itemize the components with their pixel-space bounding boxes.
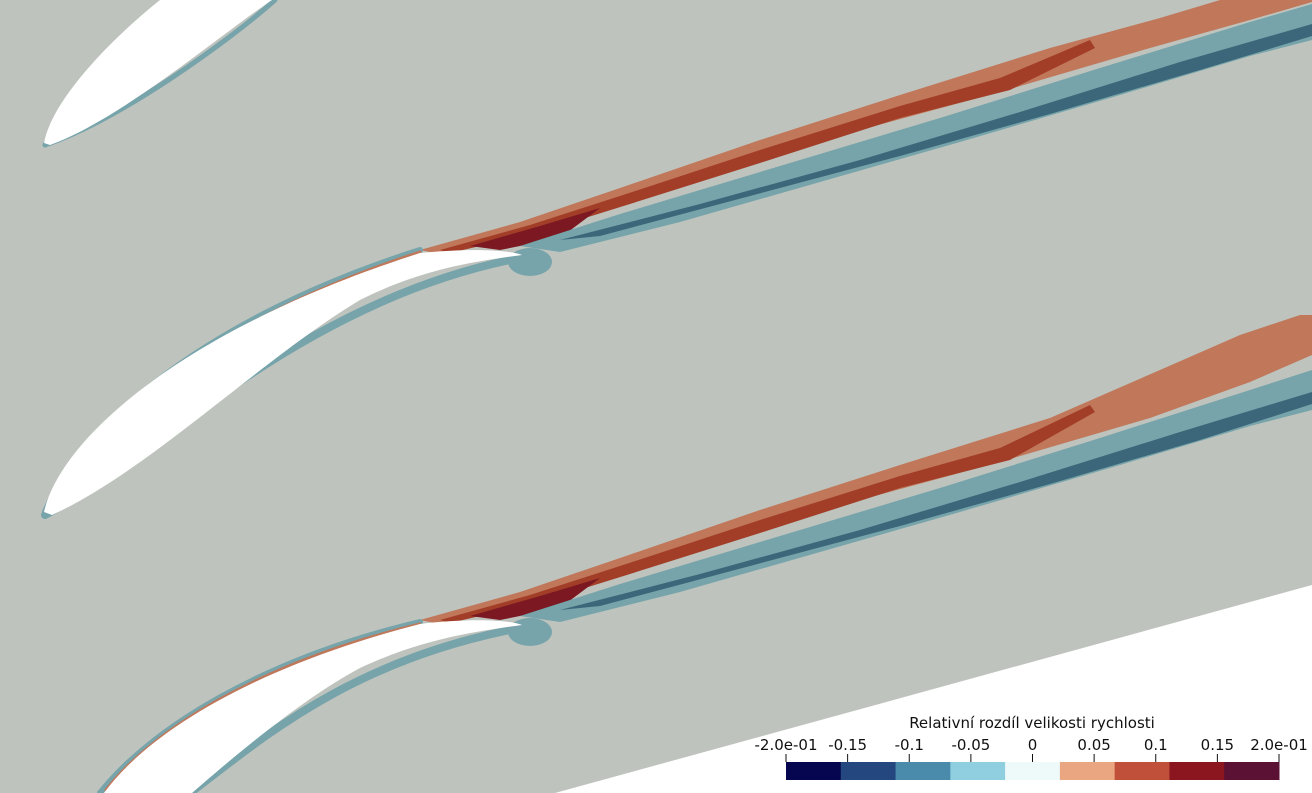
colorbar-cell (1169, 762, 1225, 780)
blade-1 (44, 250, 522, 516)
colorbar-ticks: -2.0e-01 -0.15 -0.1 -0.05 0 0.05 0.1 0.15 2.0e-0… (755, 736, 1308, 762)
colorbar-tick-label: 0.15 (1201, 736, 1234, 754)
colorbar-tick-label: 0.05 (1077, 736, 1110, 754)
colorbar-cell (1005, 762, 1061, 780)
wake-2-positive-light (420, 315, 1312, 624)
colorbar-title: Relativní rozdíl velikosti rychlosti (909, 714, 1155, 732)
colorbar-tick-label: 0 (1028, 736, 1038, 754)
colorbar-cell (950, 762, 1006, 780)
wake-2-negative-light (520, 370, 1312, 622)
colorbar-tick-label: -0.05 (951, 736, 990, 754)
colorbar: Relativní rozdíl velikosti rychlosti -2.… (755, 714, 1308, 780)
colorbar-cell (786, 762, 842, 780)
blade-2 (104, 620, 522, 793)
wake-2-positive-dark (470, 578, 600, 620)
colorbar-tick-label: -0.1 (895, 736, 924, 754)
colorbar-cell (1224, 762, 1280, 780)
blade-2-pressure-layer (186, 624, 524, 793)
colorbar-tick-label: -2.0e-01 (755, 736, 818, 754)
colorbar-tick-label: 2.0e-01 (1250, 736, 1308, 754)
wake-1-negative-light (520, 4, 1312, 252)
colorbar-tick-label: 0.1 (1144, 736, 1168, 754)
colorbar-cell (895, 762, 951, 780)
blade-0 (44, 0, 272, 145)
blades (44, 0, 522, 793)
blade-2-suction-layer (97, 619, 423, 793)
colorbar-cells (786, 762, 1280, 780)
colorbar-cell (1059, 762, 1116, 780)
colorbar-cell (1114, 762, 1170, 780)
colorbar-cell (840, 762, 897, 780)
wake-1-positive-dark (470, 208, 600, 250)
colorbar-tick-label: -0.15 (828, 736, 867, 754)
